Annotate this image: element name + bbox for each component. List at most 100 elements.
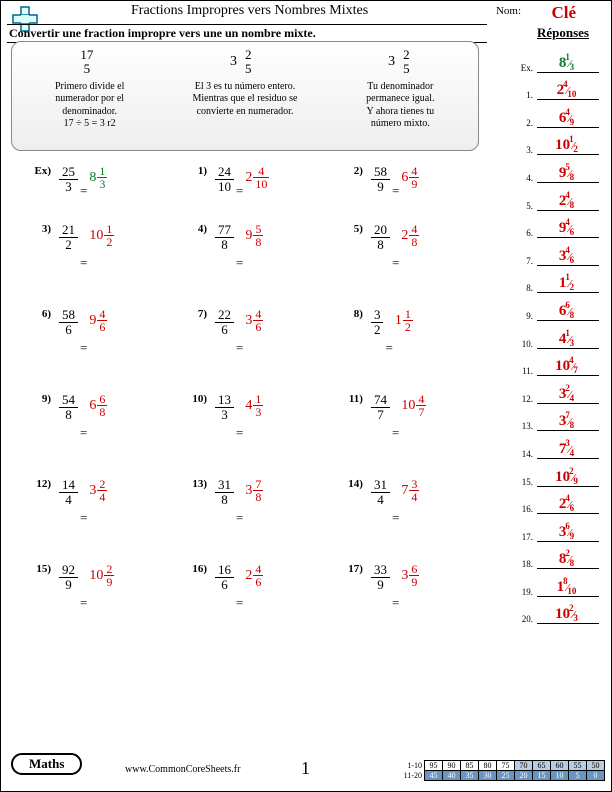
answers-header: Réponses	[537, 25, 589, 41]
score-cell: 60	[551, 761, 569, 771]
problem-cell: 7)226=346	[167, 302, 323, 387]
answer-line: 101⁄2	[537, 136, 599, 155]
problem-label: 9)	[31, 393, 51, 405]
equals: =	[392, 183, 399, 199]
answer-row: 10.41⁄3	[517, 321, 599, 349]
problems-grid: Ex)253=8131)2410=24102)589=6493)212=1012…	[11, 159, 479, 642]
score-cell: 70	[515, 761, 533, 771]
improper-fraction: 929	[59, 563, 78, 593]
improper-fraction: 208	[371, 223, 390, 253]
problem-label: 5)	[343, 223, 363, 235]
equals: =	[236, 183, 243, 199]
mixed-number-answer: 958	[245, 223, 263, 248]
nom-label: Nom:	[496, 5, 521, 17]
answer-value: 82⁄8	[559, 550, 577, 568]
answer-line: 94⁄6	[537, 219, 599, 238]
answer-row: 19. 18⁄10	[517, 569, 599, 597]
problem-label: 1)	[187, 165, 207, 177]
answer-row: 13.37⁄8	[517, 404, 599, 432]
example-step-2: 3 2 5	[230, 48, 252, 77]
answer-value: 102⁄3	[555, 605, 581, 623]
answer-value: 24⁄8	[559, 192, 577, 210]
score-grid: 1-1095908580757065605550 11-204540353025…	[399, 760, 606, 781]
answer-line: 102⁄3	[537, 605, 599, 624]
score-cell: 45	[425, 771, 443, 781]
score-cell: 85	[461, 761, 479, 771]
page-title: Fractions Impropres vers Nombres Mixtes	[131, 3, 368, 19]
improper-fraction: 212	[59, 223, 78, 253]
mixed-number-answer: 946	[89, 308, 107, 333]
mixed-number-answer: 1012	[89, 223, 114, 248]
improper-fraction: 2410	[215, 165, 234, 195]
answer-line: 36⁄9	[537, 523, 599, 542]
problem-cell: 8)32=112	[323, 302, 479, 387]
mixed-number-answer: 378	[245, 478, 263, 503]
mixed-number-answer: 248	[401, 223, 419, 248]
problem-cell: 2)589=649	[323, 159, 479, 217]
score-cell: 20	[515, 771, 533, 781]
answer-line: 82⁄8	[537, 550, 599, 569]
answer-label: 8.	[517, 283, 533, 293]
answer-value: 34⁄6	[559, 247, 577, 265]
score-cell: 90	[443, 761, 461, 771]
score-cell: 50	[587, 761, 605, 771]
answer-row: 14.73⁄4	[517, 431, 599, 459]
equals: =	[80, 183, 87, 199]
answer-label: 6.	[517, 228, 533, 238]
improper-fraction: 32	[371, 308, 384, 338]
equals: =	[80, 595, 87, 611]
answer-row: 11.104⁄7	[517, 349, 599, 377]
equals: =	[392, 255, 399, 271]
answer-label: 18.	[517, 559, 533, 569]
answer-value: 32⁄4	[559, 385, 577, 403]
answer-value: 11⁄2	[559, 274, 577, 292]
improper-fraction: 586	[59, 308, 78, 338]
answer-row: 6. 94⁄6	[517, 211, 599, 239]
answers-column: Ex.81⁄31.24⁄102.64⁄93.101⁄24.95⁄85.24⁄86…	[517, 45, 599, 624]
score-cell: 80	[479, 761, 497, 771]
answer-row: 16.24⁄6	[517, 487, 599, 515]
equals: =	[392, 510, 399, 526]
answer-label: 15.	[517, 477, 533, 487]
improper-fraction: 314	[371, 478, 390, 508]
answer-value: 18⁄10	[557, 578, 580, 596]
answer-line: 66⁄8	[537, 302, 599, 321]
score-cell: 95	[425, 761, 443, 771]
score-cell: 0	[587, 771, 605, 781]
answer-label: 12.	[517, 394, 533, 404]
mixed-number-answer: 346	[245, 308, 263, 333]
problem-cell: 15)929=1029	[11, 557, 167, 642]
equals: =	[392, 425, 399, 441]
equals: =	[80, 510, 87, 526]
answer-label: 7.	[517, 256, 533, 266]
problem-label: 6)	[31, 308, 51, 320]
score-cell: 65	[533, 761, 551, 771]
problem-label: 7)	[187, 308, 207, 320]
answer-value: 101⁄2	[555, 136, 581, 154]
answer-row: 9. 66⁄8	[517, 293, 599, 321]
score-cell: 15	[533, 771, 551, 781]
improper-fraction: 144	[59, 478, 78, 508]
problem-cell: 13)318=378	[167, 472, 323, 557]
equals: =	[392, 595, 399, 611]
answer-label: 1.	[517, 90, 533, 100]
answer-row: 12. 32⁄4	[517, 376, 599, 404]
answer-label: 19.	[517, 587, 533, 597]
improper-fraction: 226	[215, 308, 234, 338]
answer-line: 37⁄8	[537, 412, 599, 431]
problem-cell: 12)144=324	[11, 472, 167, 557]
mixed-number-answer: 413	[245, 393, 263, 418]
problem-label: 12)	[31, 478, 51, 490]
problem-cell: Ex)253=813	[11, 159, 167, 217]
problem-cell: 14)314=734	[323, 472, 479, 557]
answer-line: 24⁄10	[537, 81, 599, 100]
answer-line: 81⁄3	[537, 54, 599, 73]
answer-row: Ex.81⁄3	[517, 45, 599, 73]
score-cell: 75	[497, 761, 515, 771]
header: Fractions Impropres vers Nombres Mixtes …	[1, 3, 611, 23]
answer-label: 9.	[517, 311, 533, 321]
problem-label: 10)	[187, 393, 207, 405]
equals: =	[80, 255, 87, 271]
answer-row: 2.64⁄9	[517, 100, 599, 128]
score-cell: 55	[569, 761, 587, 771]
